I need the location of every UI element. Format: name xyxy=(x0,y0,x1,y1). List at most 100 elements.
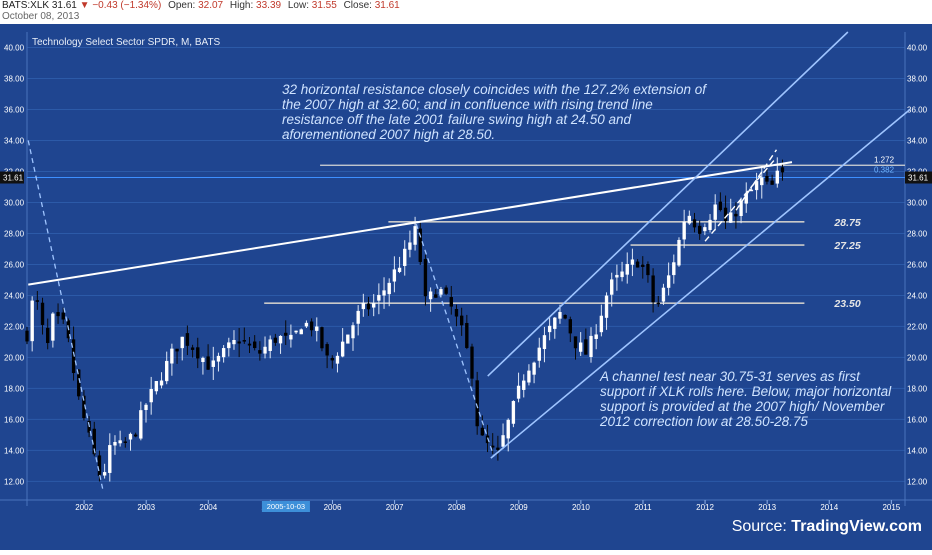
candle-up xyxy=(340,341,345,357)
y-tick-label-right: 14.00 xyxy=(907,446,928,455)
candle-up xyxy=(620,271,624,278)
candle-down xyxy=(46,327,50,344)
candle-down xyxy=(190,347,195,350)
candle-up xyxy=(149,389,153,403)
y-tick-label-left: 18.00 xyxy=(4,384,25,393)
candle-up xyxy=(439,289,443,295)
decline-dashed-line xyxy=(415,223,495,457)
chart-title: Technology Select Sector SPDR, M, BATS xyxy=(32,37,221,48)
candle-up xyxy=(672,262,676,276)
symbol-header: BATS:XLK 31.61 ▼ −0.43 (−1.34%) Open: 32… xyxy=(2,0,932,24)
candle-down xyxy=(465,322,469,348)
candle-up xyxy=(139,410,143,439)
candle-down xyxy=(641,264,645,267)
high-value: 33.39 xyxy=(256,0,282,11)
candle-down xyxy=(418,228,422,262)
y-tick-label-left: 20.00 xyxy=(4,353,25,362)
candle-down xyxy=(444,287,448,294)
wedge-dashed-line xyxy=(704,157,777,242)
candle-up xyxy=(113,441,117,446)
candle-down xyxy=(584,339,588,355)
chart-area[interactable]: 12.00 12.00 14.00 14.00 16.00 16.00 18.00 18.00… xyxy=(0,24,932,550)
support-label: 28.75 xyxy=(833,217,860,229)
decline-dashed-line xyxy=(27,140,104,490)
candle-up xyxy=(542,335,547,350)
candle-up xyxy=(361,302,366,310)
candle-down xyxy=(309,321,314,331)
y-tick-label-right: 12.00 xyxy=(907,477,928,486)
candle-down xyxy=(480,427,485,436)
candle-down xyxy=(366,303,371,310)
candle-up xyxy=(315,326,319,331)
y-tick-label-left: 24.00 xyxy=(4,291,25,300)
candle-down xyxy=(734,213,738,217)
y-tick-label-right: 24.00 xyxy=(907,291,928,300)
candle-up xyxy=(30,300,34,342)
y-tick-label-left: 38.00 xyxy=(4,74,25,83)
candle-up xyxy=(630,259,635,265)
last-price-tag-right-label: 31.61 xyxy=(908,174,929,183)
x-tick-label: 2013 xyxy=(758,503,776,512)
open-label: Open: xyxy=(168,0,196,11)
last-price: 31.61 xyxy=(51,0,77,11)
candle-up xyxy=(760,177,764,186)
x-tick-label: 2015 xyxy=(882,503,900,512)
source-brand[interactable]: TradingView.com xyxy=(791,518,922,535)
y-tick-label-right: 20.00 xyxy=(907,353,928,362)
candle-up xyxy=(216,355,221,362)
candle-up xyxy=(578,342,583,352)
candlestick-chart[interactable]: 12.00 12.00 14.00 14.00 16.00 16.00 18.00 18.00… xyxy=(0,24,932,550)
candle-down xyxy=(423,258,428,297)
close-label: Close: xyxy=(343,0,372,11)
candle-up xyxy=(128,433,133,440)
candle-up xyxy=(382,290,386,296)
candle-down xyxy=(97,455,102,476)
annotation-resistance: 32 horizontal resistance closely coincid… xyxy=(282,82,706,142)
candle-down xyxy=(61,312,65,320)
candle-up xyxy=(677,239,681,266)
candle-up xyxy=(268,339,272,351)
candle-up xyxy=(428,291,433,300)
candle-up xyxy=(713,204,717,220)
candle-down xyxy=(196,347,200,359)
symbol-name[interactable]: BATS:XLK xyxy=(2,0,50,11)
candle-up xyxy=(356,310,360,324)
y-tick-label-right: 26.00 xyxy=(907,260,928,269)
candle-up xyxy=(666,275,671,288)
candle-up xyxy=(511,401,516,424)
time-axis[interactable]: 2002200320042005200620072008200920102011… xyxy=(0,499,932,512)
candle-up xyxy=(211,360,215,367)
close-value: 31.61 xyxy=(374,0,400,11)
x-tick-label: 2007 xyxy=(386,503,404,512)
candle-up xyxy=(377,294,381,301)
candle-up xyxy=(170,348,174,364)
candle-up xyxy=(227,342,231,349)
candle-down xyxy=(475,380,479,427)
candle-up xyxy=(408,242,412,250)
channel-upper-line xyxy=(487,31,849,377)
source-prefix: Source: xyxy=(731,518,792,535)
candle-up xyxy=(403,248,407,266)
quote-date: October 08, 2013 xyxy=(2,11,80,22)
candle-up xyxy=(232,340,236,345)
candle-down xyxy=(206,356,210,370)
price-axes: 12.00 12.00 14.00 14.00 16.00 16.00 18.00 18.00… xyxy=(4,32,928,506)
candle-up xyxy=(387,282,391,295)
resistance-trendline xyxy=(28,161,793,286)
source-credit: Source: TradingView.com xyxy=(732,518,922,536)
candle-up xyxy=(159,380,164,386)
candle-down xyxy=(780,167,785,173)
x-tick-label: 2011 xyxy=(634,503,652,512)
y-tick-label-right: 28.00 xyxy=(907,229,928,238)
open-value: 32.07 xyxy=(198,0,224,11)
candle-down xyxy=(765,176,769,182)
candle-up xyxy=(180,336,184,349)
candle-down xyxy=(646,264,650,276)
candle-up xyxy=(594,334,598,339)
candle-up xyxy=(118,440,122,444)
candle-up xyxy=(294,330,298,333)
candle-down xyxy=(35,300,40,302)
candle-up xyxy=(749,189,754,192)
candle-down xyxy=(325,344,329,356)
candle-up xyxy=(708,219,712,230)
